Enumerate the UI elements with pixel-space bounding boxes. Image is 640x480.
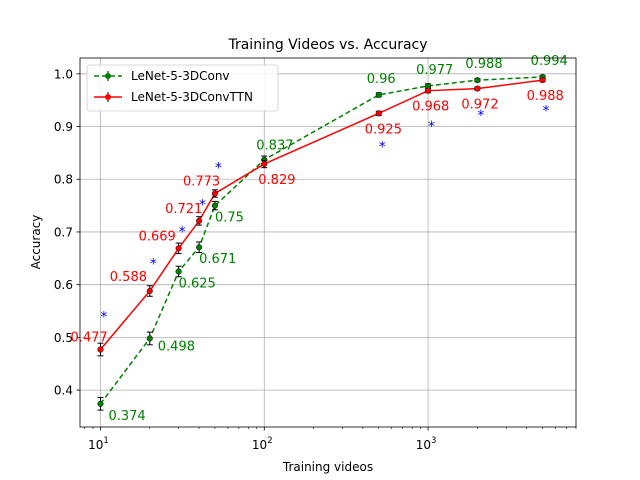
data-point (97, 400, 104, 407)
data-point (474, 77, 481, 84)
y-tick-label: 0.9 (54, 120, 73, 134)
legend-marker-lenet-3dconvttn (105, 94, 111, 100)
data-label: 0.988 (465, 57, 502, 72)
star-marker: * (100, 310, 107, 326)
star-marker: * (199, 197, 206, 213)
star-marker: * (150, 256, 157, 272)
data-point (375, 110, 382, 117)
star-annotations: * * * * * * * * * (100, 104, 549, 326)
star-marker: * (543, 104, 550, 120)
x-tick-label: 103 (416, 436, 437, 452)
y-tick-label: 0.6 (54, 278, 73, 292)
chart-title: Training Videos vs. Accuracy (227, 37, 427, 53)
data-label: 0.829 (258, 173, 295, 188)
x-tick-base: 10 (88, 438, 103, 452)
star-marker: * (477, 108, 484, 124)
data-label: 0.588 (110, 270, 147, 285)
legend-box (86, 64, 279, 112)
y-axis-label: Accuracy (29, 215, 43, 270)
data-point (196, 217, 203, 224)
x-tick-label: 101 (88, 436, 109, 452)
x-axis-label: Training videos (282, 460, 373, 474)
data-label: 0.988 (527, 89, 564, 104)
data-point (175, 245, 182, 252)
data-point (474, 85, 481, 92)
data-labels: 0.374 0.498 0.625 0.671 0.75 0.837 0.96 0.977 0.… (70, 54, 567, 424)
star-marker: * (179, 224, 186, 240)
legend-label-lenet-3dconvttn: LeNet-5-3DConvTTN (131, 90, 253, 104)
y-tick-label: 1.0 (54, 67, 73, 81)
x-tick-base: 10 (252, 438, 267, 452)
x-tick-exponent: 1 (103, 436, 108, 446)
star-marker: * (379, 139, 386, 155)
data-label: 0.968 (412, 100, 449, 115)
data-label: 0.721 (165, 202, 202, 217)
data-label: 0.669 (139, 229, 176, 244)
data-point (146, 287, 153, 295)
data-label: 0.977 (416, 63, 453, 78)
data-label: 0.837 (256, 139, 293, 154)
data-point (196, 244, 203, 251)
y-tick-label: 0.8 (54, 173, 73, 187)
data-point (539, 77, 546, 84)
data-point (175, 268, 182, 275)
data-point (146, 335, 153, 342)
series-line-0 (99, 76, 543, 405)
data-label: 0.96 (367, 72, 396, 87)
data-label: 0.498 (158, 339, 195, 354)
data-point (97, 346, 104, 353)
data-label: 0.972 (461, 98, 498, 113)
x-tick-base: 10 (416, 438, 431, 452)
series-line-1 (99, 79, 543, 350)
legend-label-lenet-3dconv: LeNet-5-3DConv (131, 69, 230, 83)
data-point (261, 160, 268, 168)
data-series (97, 73, 546, 411)
x-tick-exponent: 3 (431, 436, 436, 446)
plot-frame (79, 57, 577, 428)
y-tick-label: 0.7 (54, 225, 73, 239)
legend-marker-lenet-3dconv (105, 73, 111, 79)
data-label: 0.925 (365, 122, 402, 137)
y-tick-label: 0.4 (54, 384, 73, 398)
data-label: 0.625 (179, 276, 216, 291)
data-point (425, 87, 432, 94)
data-point (211, 202, 219, 209)
star-marker: * (215, 160, 222, 176)
grid-lines (80, 58, 576, 427)
star-marker: * (428, 119, 435, 135)
y-tick-label: 0.5 (54, 331, 73, 345)
data-label: 0.374 (108, 409, 145, 424)
data-point (211, 190, 219, 197)
legend: LeNet-5-3DConv LeNet-5-3DConvTTN (86, 64, 279, 112)
x-tick-exponent: 2 (267, 436, 272, 446)
x-tick-label: 102 (252, 436, 273, 452)
data-label: 0.477 (70, 331, 107, 346)
data-label: 0.773 (183, 174, 220, 189)
data-point (375, 91, 382, 98)
data-label: 0.994 (531, 54, 568, 69)
data-label: 0.671 (199, 252, 236, 267)
data-label: 0.75 (215, 211, 244, 226)
